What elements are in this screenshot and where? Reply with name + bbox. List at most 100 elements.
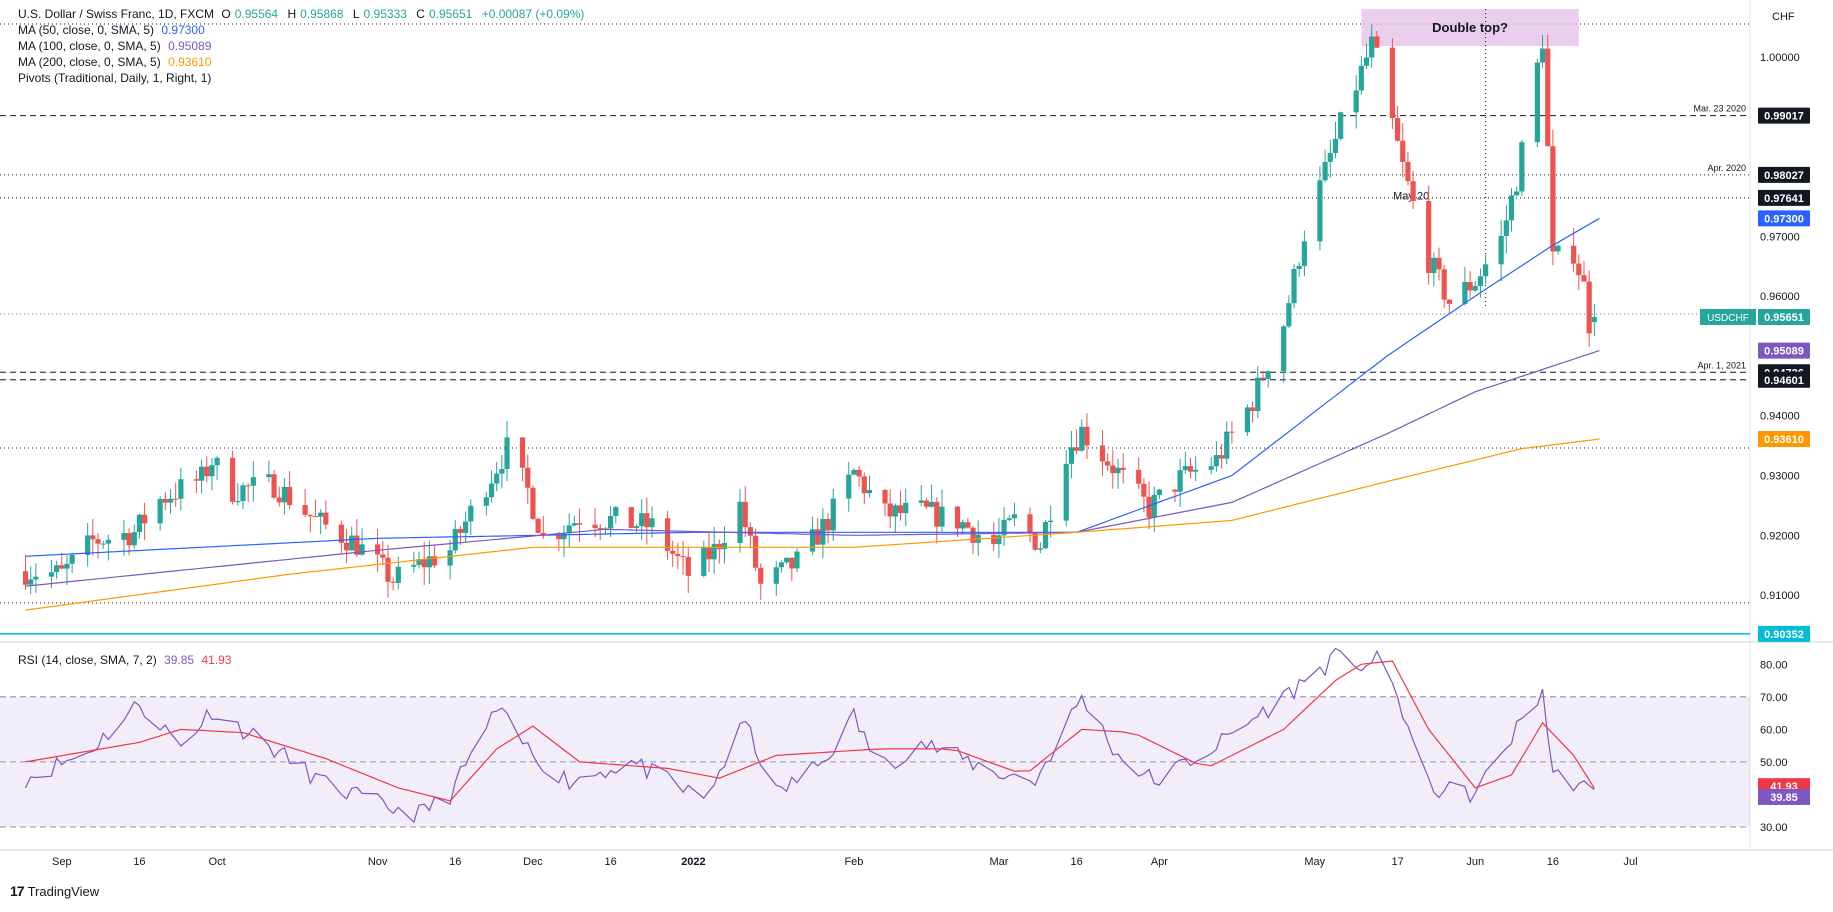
- candle-body: [1539, 48, 1546, 63]
- candle-body: [1358, 65, 1364, 91]
- time-axis-tick-3: Nov: [368, 856, 388, 868]
- candle-body: [1426, 201, 1432, 274]
- price-tag-4: 0.97300: [1764, 213, 1804, 225]
- candle-body: [240, 485, 246, 502]
- candle-body: [1105, 461, 1111, 466]
- candle-body: [815, 529, 821, 545]
- rsi-tag-1: 39.85: [1770, 792, 1798, 804]
- candle-body: [576, 523, 583, 525]
- candle-body: [488, 483, 495, 498]
- candle-body: [784, 557, 790, 563]
- candle-body: [1591, 316, 1597, 323]
- candle-body: [996, 535, 1002, 545]
- rsi-line: [24, 647, 1595, 824]
- candle-body: [463, 521, 469, 533]
- candle-body: [22, 571, 29, 585]
- candle-body: [1534, 62, 1540, 143]
- rsi-tag-bg-1: [1758, 788, 1810, 805]
- price-tag-bg-2: [1758, 166, 1810, 183]
- candle-body: [1011, 514, 1018, 519]
- candle-body: [338, 524, 344, 543]
- candle-body: [276, 497, 282, 503]
- price-tag-5: 0.95089: [1764, 346, 1804, 358]
- candle-body: [1477, 276, 1484, 287]
- candle-body: [193, 479, 199, 481]
- candle-body: [1281, 326, 1287, 372]
- candle-body: [431, 556, 438, 566]
- price-tag-bg-0: [1758, 308, 1810, 325]
- candle-body: [1446, 299, 1452, 304]
- time-axis-tick-14: Jun: [1466, 856, 1484, 868]
- ma100-line: [25, 350, 1600, 587]
- rsi-axis-tick-4: 70.00: [1760, 692, 1788, 704]
- rsi-axis-tick-2: 50.00: [1760, 757, 1788, 769]
- candle-body: [685, 557, 691, 576]
- price-tag-bg-4: [1758, 210, 1810, 227]
- candle-body: [856, 469, 862, 477]
- candle-body: [1136, 469, 1142, 484]
- price-tag-7: 0.94601: [1764, 375, 1804, 387]
- candle-body: [649, 518, 655, 528]
- candle-body: [1250, 407, 1256, 412]
- candle-body: [1115, 467, 1121, 474]
- candle-body: [271, 474, 277, 498]
- candle-body: [307, 514, 313, 517]
- price-tag-0: 0.95651: [1764, 312, 1804, 324]
- candle-body: [1503, 220, 1509, 236]
- price-tag-8: 0.93610: [1764, 434, 1804, 446]
- candle-body: [1576, 263, 1582, 276]
- tradingview-brand[interactable]: 17 TradingView: [10, 883, 99, 899]
- candles: [22, 24, 1597, 600]
- candle-body: [861, 476, 867, 494]
- candle-body: [312, 516, 319, 518]
- candle-body: [28, 579, 34, 585]
- candle-body: [136, 514, 143, 533]
- candle-body: [266, 474, 272, 478]
- ma100-legend: MA (100, close, 0, SMA, 5) 0.95089: [18, 38, 215, 54]
- candle-body: [1218, 455, 1225, 459]
- candle-body: [1369, 36, 1375, 58]
- candle-body: [970, 527, 976, 543]
- ma50-value: 0.97300: [161, 23, 205, 37]
- candle-body: [1550, 146, 1556, 252]
- rsi-label: RSI (14, close, SMA, 7, 2): [18, 653, 157, 667]
- candle-body: [866, 489, 873, 494]
- candle-body: [701, 547, 707, 576]
- candle-body: [1073, 447, 1080, 451]
- candle-body: [1394, 118, 1401, 141]
- close-value: 0.95651: [428, 7, 473, 21]
- ma200-value: 0.93610: [168, 55, 212, 69]
- candle-body: [323, 512, 329, 525]
- rsi-axis-tick-5: 80.00: [1760, 659, 1788, 671]
- low-label: L: [352, 7, 360, 21]
- time-axis-tick-4: 16: [449, 856, 461, 868]
- open-value: 0.95564: [234, 7, 279, 21]
- candle-body: [1431, 257, 1437, 274]
- candle-body: [633, 526, 640, 528]
- ma200-line: [25, 438, 1600, 611]
- candle-body: [198, 466, 205, 481]
- candle-body: [1265, 371, 1271, 379]
- candle-body: [209, 465, 215, 477]
- rsi-sma-line: [25, 660, 1595, 802]
- time-axis-tick-10: 16: [1070, 856, 1082, 868]
- candle-body: [1338, 112, 1344, 139]
- candle-body: [991, 534, 997, 545]
- candle-body: [504, 437, 510, 470]
- candle-body: [1317, 180, 1323, 242]
- candle-body: [1224, 431, 1230, 459]
- low-value: 0.95333: [363, 7, 407, 21]
- rsi-axis-tick-0: 30.00: [1760, 822, 1788, 834]
- candle-body: [100, 543, 106, 545]
- candle-body: [447, 550, 453, 566]
- candle-body: [923, 500, 930, 507]
- candle-body: [794, 551, 800, 569]
- price-axis-tick-6: 1.00000: [1760, 52, 1800, 64]
- candle-body: [1027, 514, 1033, 534]
- candle-body: [711, 543, 717, 560]
- candle-body: [1079, 426, 1085, 451]
- rsi-value: 39.85: [164, 653, 195, 667]
- candle-body: [452, 528, 458, 551]
